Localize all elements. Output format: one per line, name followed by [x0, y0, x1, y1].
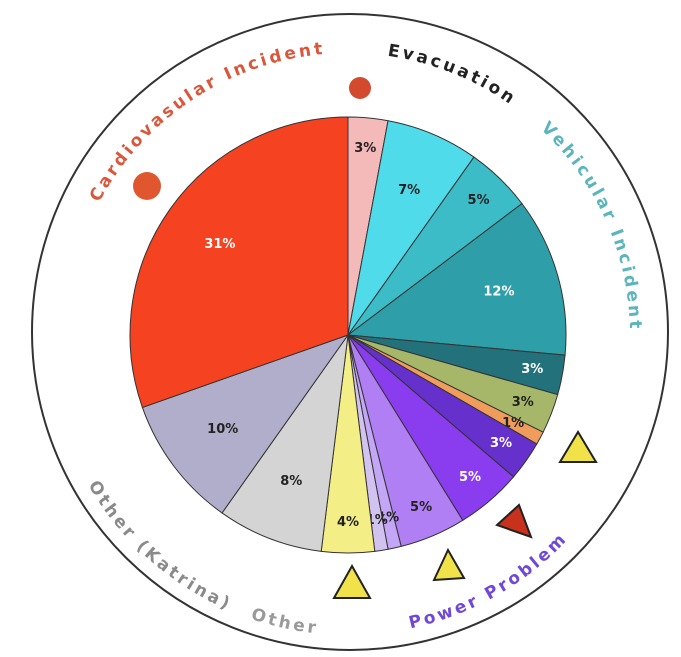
slice-label: 4% [337, 515, 359, 530]
icon [432, 547, 466, 582]
slice-label: 12% [483, 285, 514, 300]
icon [495, 503, 533, 539]
icons [133, 77, 598, 599]
slice-label: 3% [354, 141, 376, 156]
slice-label: 8% [280, 474, 302, 489]
slice-label: 7% [398, 183, 420, 198]
slice-label: 10% [207, 422, 238, 437]
slice-label: 3% [521, 362, 543, 377]
pie-slice [141, 334, 350, 514]
pie-slice [221, 334, 349, 552]
icon [558, 430, 598, 463]
pie-slice [129, 116, 349, 409]
icon [133, 172, 161, 200]
slice-label: 5% [410, 500, 432, 515]
icon [349, 77, 371, 99]
pie-slice [346, 202, 567, 356]
icon [332, 563, 372, 599]
slice-label: 31% [204, 237, 235, 252]
outer-ring [31, 13, 669, 651]
slice-label: 3% [512, 395, 534, 410]
slice-label: 3% [490, 436, 512, 451]
slice-label: 5% [459, 470, 481, 485]
slice-label: 5% [467, 193, 489, 208]
